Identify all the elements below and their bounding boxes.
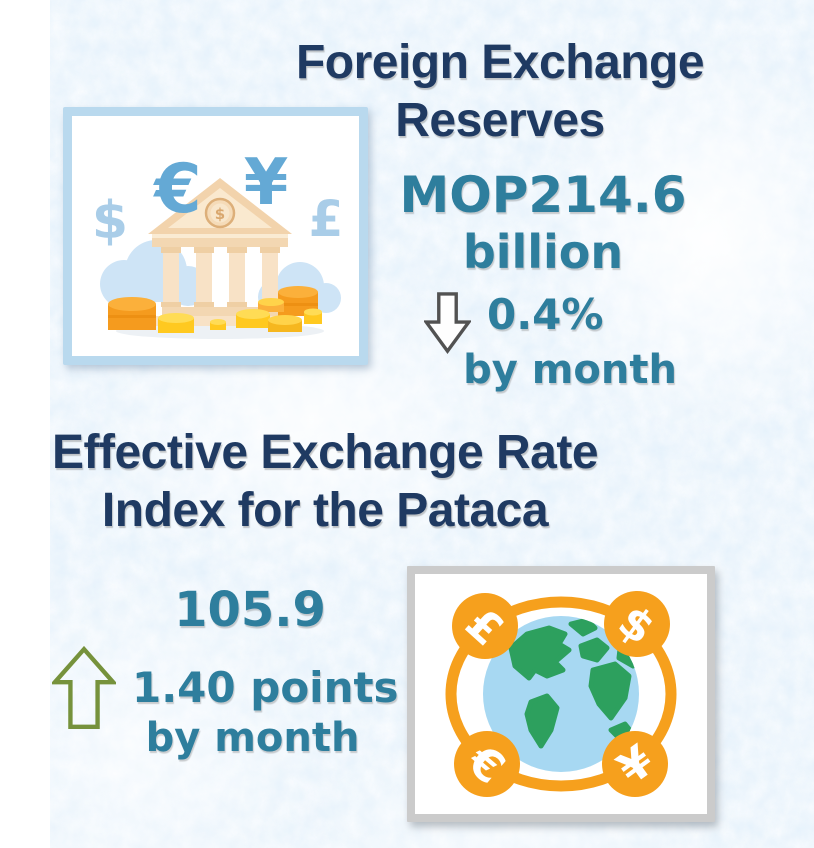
globe-illustration-card: £ $ € ¥ xyxy=(407,566,715,822)
reserves-title-line1: Foreign Exchange xyxy=(295,36,705,89)
eeri-change-period: by month xyxy=(145,715,360,761)
eeri-title-line2: Index for the Pataca xyxy=(101,483,549,537)
yuan-coin: ¥ xyxy=(602,731,668,797)
reserves-change: 0.4% xyxy=(424,292,603,354)
eeri-title-line1: Effective Exchange Rate xyxy=(51,426,599,479)
pediment-dollar-symbol: $ xyxy=(215,205,225,223)
eeri-value: 105.9 xyxy=(174,582,326,638)
bank-building: $ xyxy=(148,178,292,326)
eeri-change-value: 1.40 points xyxy=(132,663,399,712)
down-arrow-icon xyxy=(424,292,471,354)
globe-illustration: £ $ € ¥ xyxy=(445,591,677,797)
orange-ring xyxy=(445,596,677,792)
euro-symbol: € xyxy=(152,150,201,229)
dollar-coin: $ xyxy=(604,591,670,657)
eeri-title: Effective Exchange Rate Index for the Pa… xyxy=(30,424,620,539)
dollar-symbol: $ xyxy=(92,191,128,251)
reserves-unit: billion xyxy=(462,225,624,279)
reserves-change-value: 0.4% xyxy=(487,290,604,339)
reserves-change-period: by month xyxy=(463,347,677,393)
bank-illustration: $ xyxy=(92,146,344,339)
eeri-change: 1.40 points xyxy=(52,646,399,730)
reserves-amount: MOP214.6 xyxy=(399,166,687,224)
yen-symbol: ¥ xyxy=(244,146,289,220)
coin-stacks xyxy=(108,286,322,333)
reserves-title: Foreign Exchange Reserves xyxy=(230,34,770,149)
reserves-value-block: MOP214.6 billion xyxy=(388,166,698,279)
reserves-title-line2: Reserves xyxy=(395,93,605,147)
up-arrow-icon xyxy=(52,646,116,729)
bank-illustration-card: $ xyxy=(63,107,368,365)
pound-symbol: £ xyxy=(309,190,344,248)
euro-coin: € xyxy=(454,731,520,797)
pound-coin: £ xyxy=(452,593,518,659)
